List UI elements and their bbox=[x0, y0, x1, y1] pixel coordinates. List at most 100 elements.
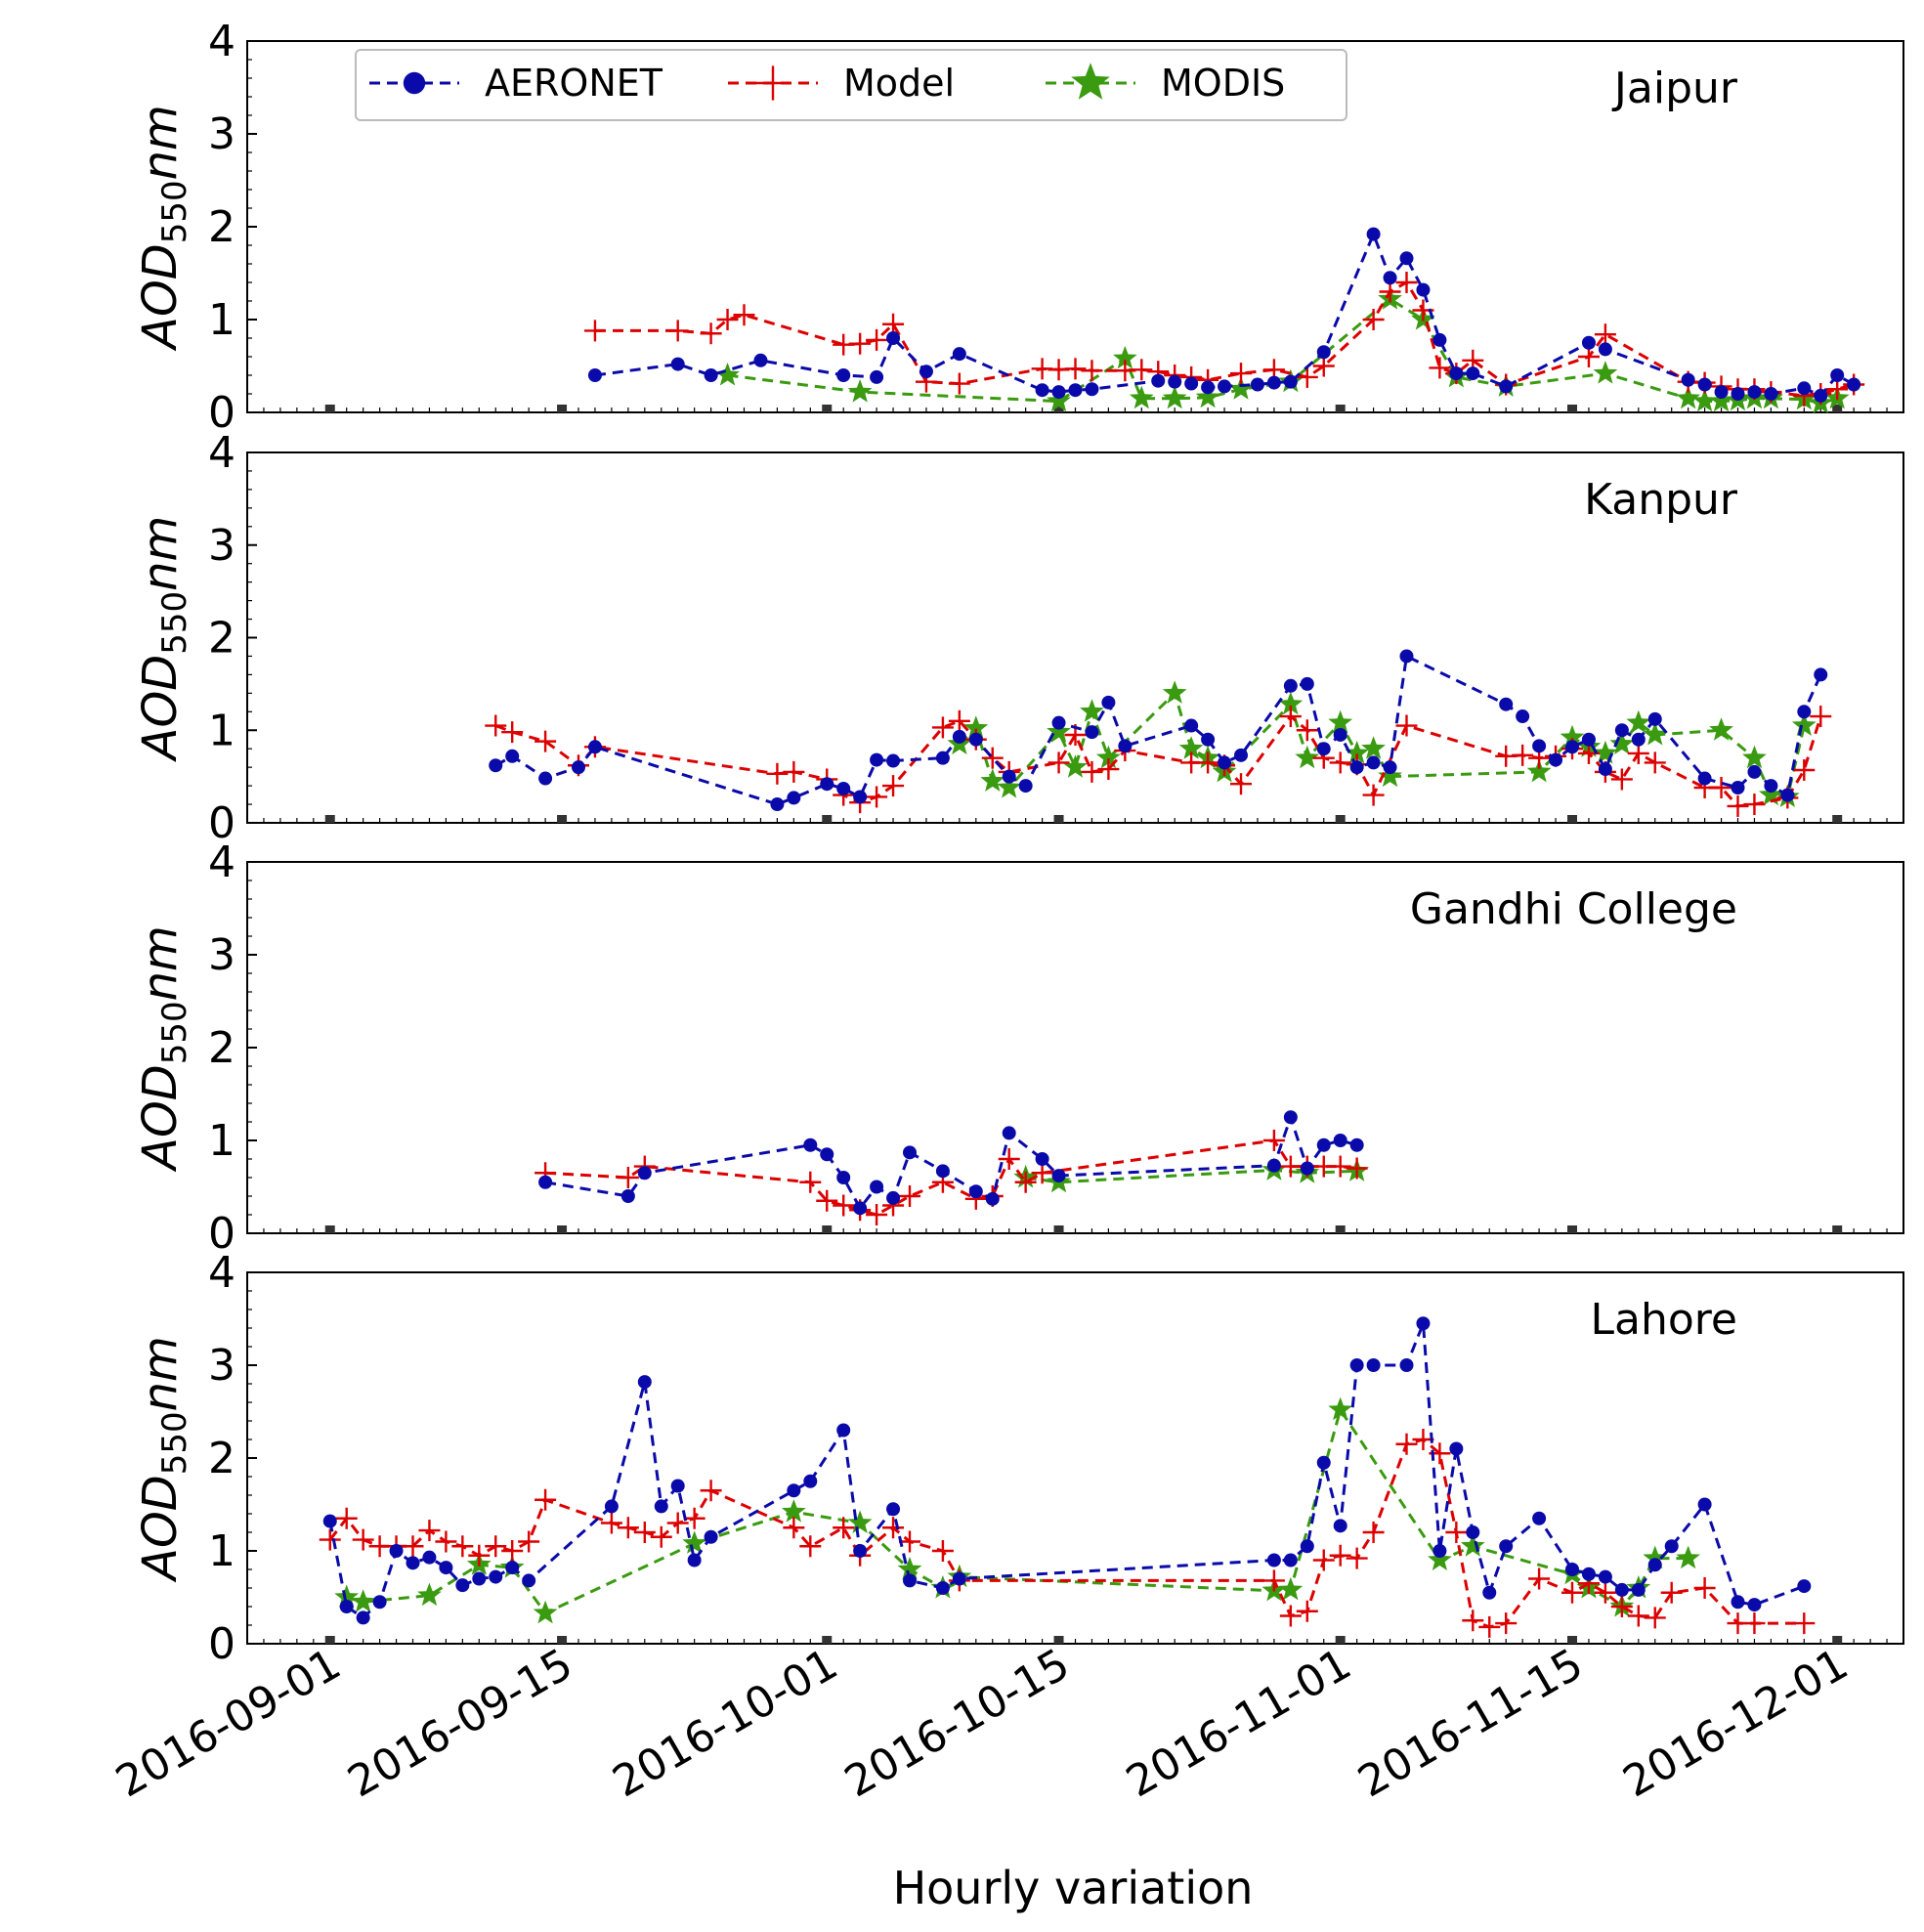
data-point bbox=[1329, 1544, 1351, 1567]
data-point bbox=[1346, 1157, 1368, 1180]
data-point bbox=[985, 1191, 1000, 1206]
x-ticks bbox=[246, 405, 1904, 412]
data-point bbox=[1250, 377, 1264, 392]
data-point bbox=[897, 1557, 922, 1580]
data-point bbox=[1598, 762, 1612, 777]
data-point bbox=[1499, 697, 1514, 711]
series-line bbox=[958, 690, 1806, 799]
data-point bbox=[489, 1569, 503, 1584]
data-point bbox=[847, 379, 873, 403]
data-point bbox=[485, 1535, 507, 1558]
series-line bbox=[595, 279, 1855, 398]
data-point bbox=[1201, 732, 1216, 747]
data-point bbox=[1316, 742, 1331, 756]
data-point bbox=[1312, 1549, 1335, 1571]
y-tick-label: 3 bbox=[208, 1341, 235, 1391]
data-point bbox=[870, 369, 884, 384]
data-point bbox=[587, 368, 602, 382]
data-point bbox=[952, 347, 966, 362]
data-point bbox=[1300, 1539, 1314, 1554]
data-point bbox=[948, 709, 970, 732]
data-point bbox=[322, 1514, 337, 1528]
data-point bbox=[1631, 732, 1646, 747]
data-point bbox=[1047, 719, 1071, 743]
site-label: Kanpur bbox=[1584, 475, 1738, 525]
data-point bbox=[1279, 706, 1302, 728]
data-point bbox=[1395, 714, 1418, 737]
data-point bbox=[1631, 1582, 1646, 1597]
x-ticks bbox=[246, 815, 1904, 823]
series-aeronet bbox=[587, 227, 1861, 403]
data-point bbox=[406, 1556, 420, 1570]
data-point bbox=[882, 775, 905, 797]
data-point bbox=[799, 1171, 822, 1193]
data-point bbox=[389, 1544, 404, 1558]
series-aeronet bbox=[489, 649, 1828, 812]
series-line bbox=[544, 1112, 1358, 1212]
x-major-tick bbox=[1053, 1636, 1064, 1644]
data-point bbox=[1647, 1558, 1662, 1572]
data-point bbox=[1797, 705, 1812, 719]
data-point bbox=[1759, 782, 1783, 806]
data-point bbox=[1014, 1171, 1037, 1193]
data-point bbox=[1316, 1138, 1331, 1152]
x-major-tick bbox=[822, 405, 833, 412]
data-point bbox=[1526, 758, 1552, 783]
data-point bbox=[1300, 1161, 1314, 1176]
data-point bbox=[1002, 1126, 1016, 1140]
data-point bbox=[935, 1164, 950, 1179]
y-tick-label: 1 bbox=[208, 1116, 235, 1166]
data-point bbox=[1810, 706, 1832, 728]
data-point bbox=[716, 309, 739, 330]
data-point bbox=[1328, 709, 1353, 734]
data-point bbox=[451, 1535, 474, 1558]
data-point bbox=[1366, 227, 1381, 241]
x-major-tick bbox=[1832, 815, 1843, 823]
data-point bbox=[1697, 1497, 1712, 1512]
data-point bbox=[417, 1582, 442, 1607]
data-point bbox=[1080, 699, 1104, 722]
data-point bbox=[501, 721, 524, 744]
data-point bbox=[617, 1517, 639, 1539]
data-point bbox=[1697, 377, 1712, 392]
data-point bbox=[1764, 779, 1778, 794]
data-point bbox=[1366, 755, 1381, 770]
data-point bbox=[952, 1571, 966, 1586]
data-point bbox=[886, 1190, 901, 1205]
data-point bbox=[1184, 718, 1199, 733]
x-major-tick bbox=[1053, 1225, 1064, 1233]
data-point bbox=[853, 1544, 868, 1558]
data-point bbox=[1445, 1522, 1468, 1543]
legend-entry-modis: MODIS bbox=[1046, 62, 1285, 105]
data-point bbox=[997, 775, 1022, 798]
data-point bbox=[654, 1499, 668, 1514]
data-point bbox=[1168, 374, 1182, 389]
data-point bbox=[418, 1520, 441, 1542]
data-point bbox=[422, 1550, 437, 1565]
data-point bbox=[1329, 1155, 1351, 1178]
data-point bbox=[534, 1488, 557, 1511]
data-point bbox=[1383, 760, 1397, 775]
data-point bbox=[1283, 1110, 1298, 1125]
data-point bbox=[963, 715, 989, 739]
data-point bbox=[505, 1561, 520, 1575]
data-point bbox=[704, 368, 718, 382]
data-point bbox=[1793, 758, 1816, 781]
data-point bbox=[637, 1375, 652, 1390]
panel-gandhi-college: 0 1 2 3 4 AOD550nm Gandhi College bbox=[133, 837, 1904, 1259]
data-point bbox=[1064, 358, 1087, 380]
data-point bbox=[1614, 723, 1629, 738]
data-point bbox=[903, 1573, 917, 1588]
data-point bbox=[402, 1535, 424, 1558]
legend-label: MODIS bbox=[1161, 62, 1285, 105]
panel-kanpur: 0 1 2 3 4 AOD550nm Kanpur bbox=[133, 428, 1904, 848]
y-tick-label: 4 bbox=[208, 837, 235, 887]
data-point bbox=[1594, 323, 1616, 346]
data-point bbox=[1051, 385, 1066, 400]
y-tick-label: 4 bbox=[208, 428, 235, 478]
data-point bbox=[1048, 751, 1070, 774]
data-point bbox=[1197, 751, 1219, 774]
data-point bbox=[919, 365, 933, 379]
data-point bbox=[1131, 359, 1153, 381]
x-major-tick bbox=[1053, 815, 1064, 823]
